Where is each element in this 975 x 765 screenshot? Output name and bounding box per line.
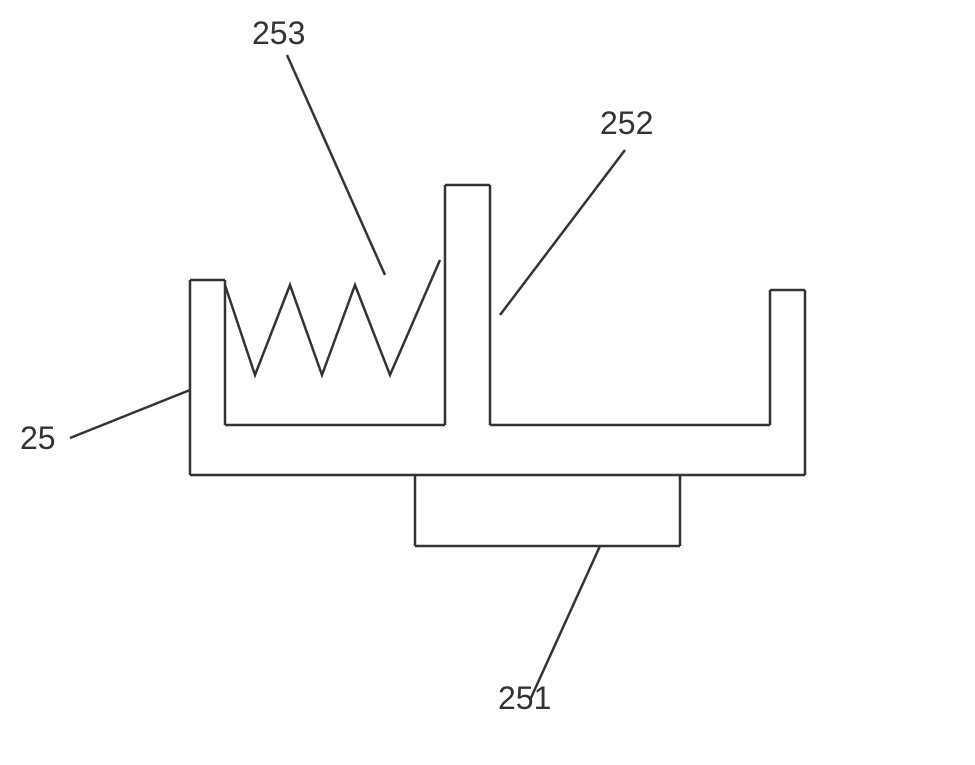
label-252: 252 bbox=[600, 105, 653, 142]
spring-element bbox=[225, 260, 440, 375]
leader-line-253 bbox=[287, 55, 385, 275]
leader-line-252 bbox=[500, 150, 625, 315]
leader-line-25 bbox=[70, 390, 190, 438]
label-251: 251 bbox=[498, 680, 551, 717]
label-253: 253 bbox=[252, 15, 305, 52]
label-25: 25 bbox=[20, 420, 56, 457]
bottom-box bbox=[415, 475, 680, 546]
diagram-svg bbox=[0, 0, 975, 765]
base-channel bbox=[190, 280, 805, 475]
leader-line-251 bbox=[530, 546, 600, 700]
center-post bbox=[445, 185, 490, 425]
